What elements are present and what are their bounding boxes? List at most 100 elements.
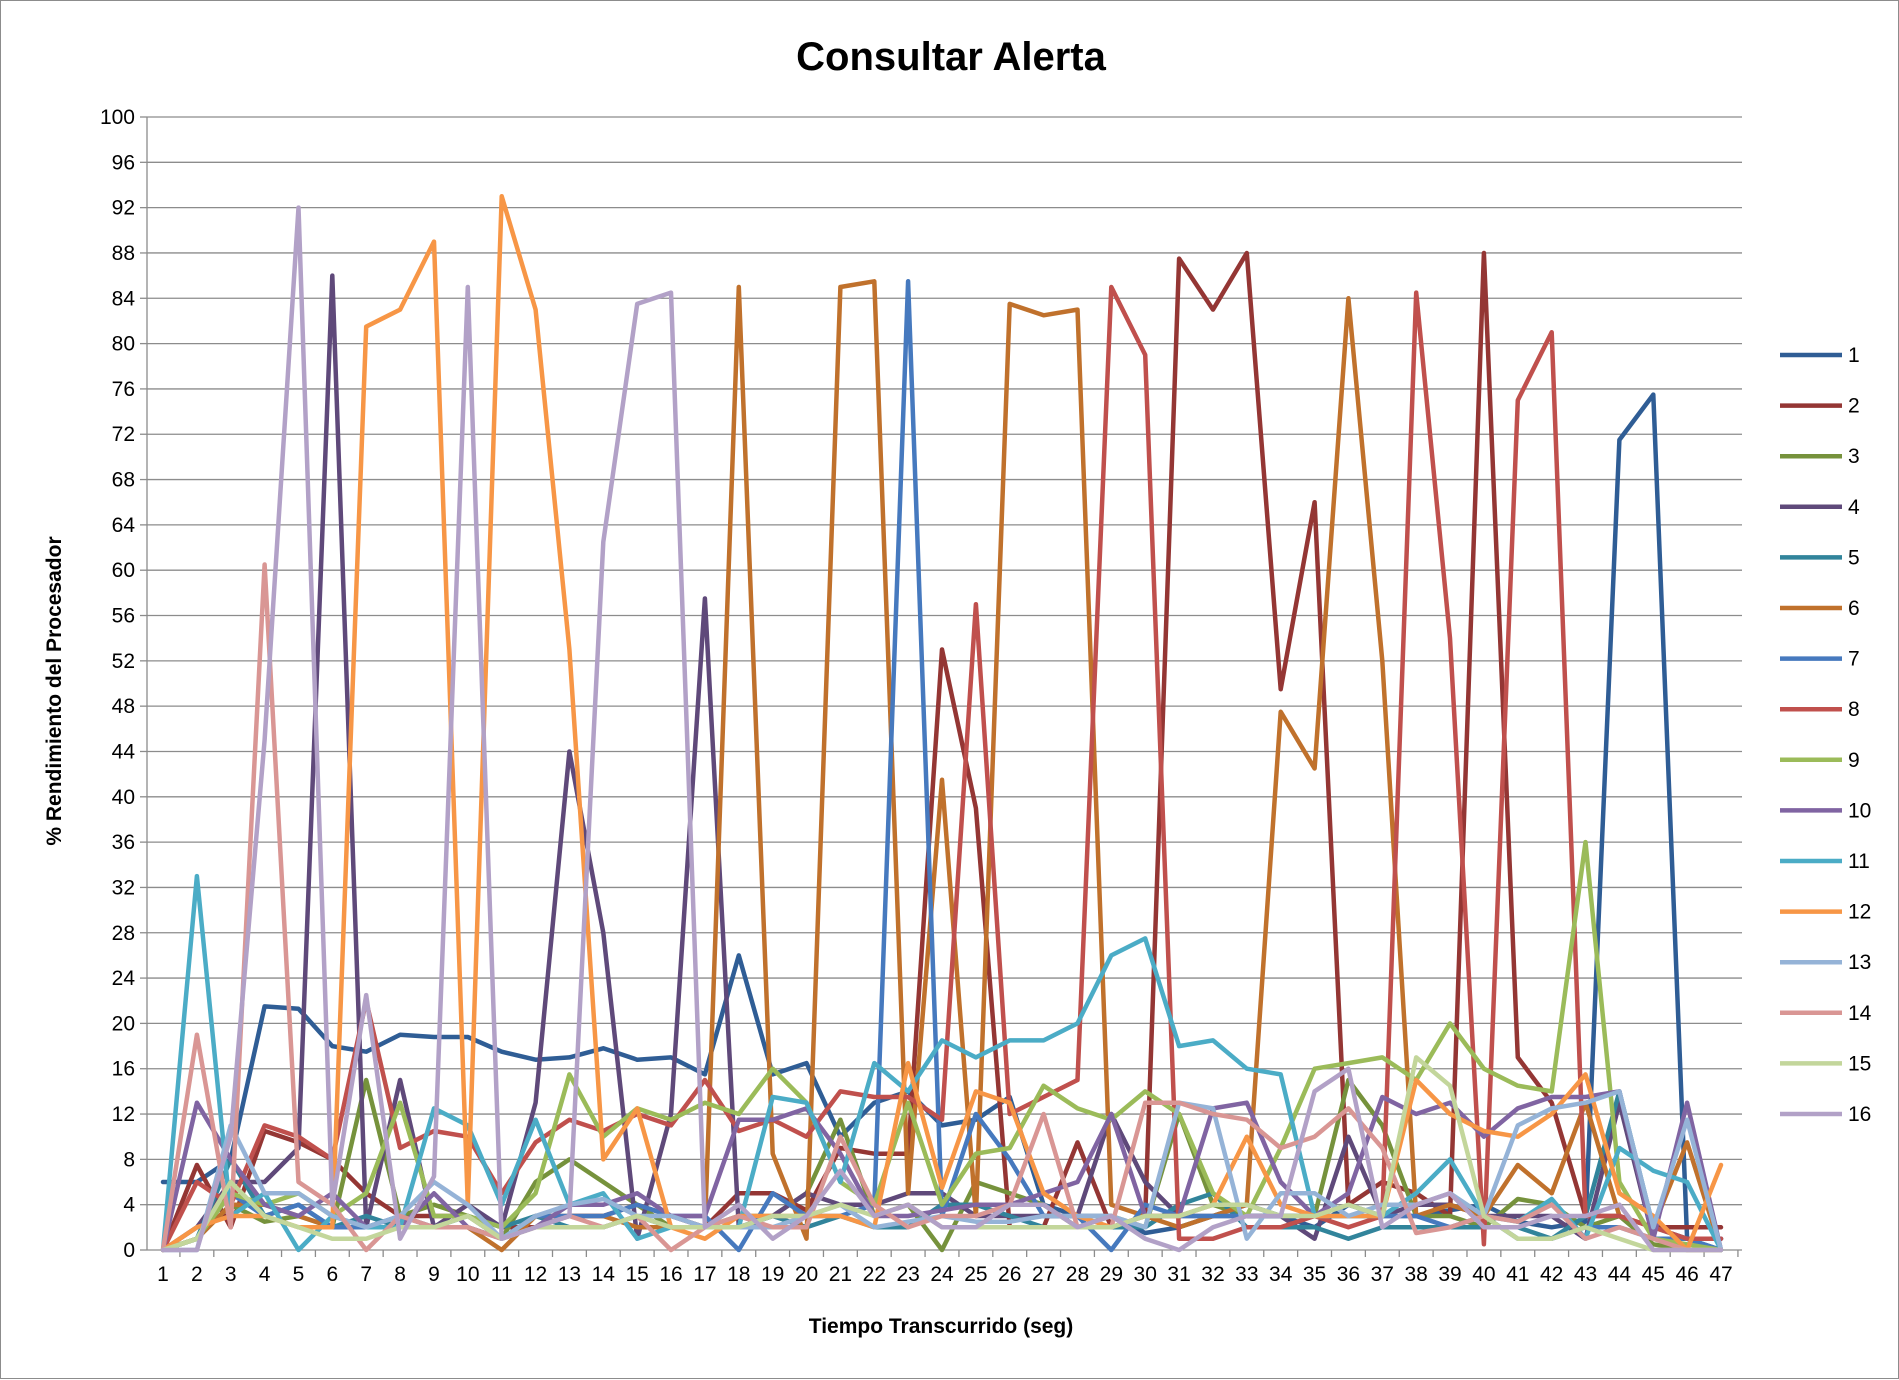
legend-label-6: 6 [1848, 597, 1860, 620]
x-tick-label: 10 [456, 1263, 479, 1286]
x-tick-label: 35 [1303, 1263, 1326, 1286]
series-line-2 [160, 250, 1724, 1253]
x-tick-label: 45 [1642, 1263, 1665, 1286]
series-lines [160, 194, 1724, 1253]
x-tick-label: 32 [1201, 1263, 1224, 1286]
series-line-12 [160, 194, 1724, 1253]
x-tick-label: 36 [1337, 1263, 1360, 1286]
chart-title: Consultar Alerta [796, 35, 1106, 79]
x-tick-label: 13 [558, 1263, 581, 1286]
y-tick-label: 56 [112, 605, 135, 628]
legend-label-12: 12 [1848, 901, 1871, 924]
legend-label-1: 1 [1848, 344, 1860, 367]
series-line-3 [160, 1077, 1724, 1253]
x-tick-label: 4 [259, 1263, 271, 1286]
x-tick-label: 2 [191, 1263, 203, 1286]
legend-label-14: 14 [1848, 1002, 1872, 1025]
y-tick-label: 48 [112, 695, 135, 718]
legend-label-3: 3 [1848, 445, 1860, 468]
series-line-9 [160, 839, 1724, 1253]
series-line-10 [160, 1089, 1724, 1253]
y-tick-label: 100 [100, 106, 135, 129]
x-axis-label: Tiempo Transcurrido (seg) [809, 1315, 1074, 1338]
legend-label-2: 2 [1848, 395, 1860, 418]
y-tick-label: 68 [112, 469, 135, 492]
x-tick-label: 34 [1269, 1263, 1293, 1286]
x-tick-label: 27 [1032, 1263, 1055, 1286]
y-tick-label: 12 [112, 1103, 135, 1126]
x-tick-label: 31 [1167, 1263, 1190, 1286]
x-tick-label: 21 [829, 1263, 852, 1286]
x-tick-label: 5 [293, 1263, 305, 1286]
legend-label-16: 16 [1848, 1103, 1871, 1126]
x-tick-label: 40 [1472, 1263, 1495, 1286]
y-tick-label: 44 [112, 740, 136, 763]
y-tick-label: 76 [112, 378, 135, 401]
x-tick-label: 46 [1675, 1263, 1698, 1286]
x-tick-label: 18 [727, 1263, 750, 1286]
x-tick-label: 39 [1438, 1263, 1461, 1286]
x-tick-label: 29 [1100, 1263, 1123, 1286]
legend-label-13: 13 [1848, 951, 1871, 974]
y-axis-ticks: 0481216202428323640444852566064687276808… [100, 106, 147, 1262]
y-tick-label: 84 [112, 287, 136, 310]
legend-label-10: 10 [1848, 799, 1871, 822]
legend-label-15: 15 [1848, 1052, 1871, 1075]
y-tick-label: 4 [123, 1194, 135, 1217]
y-tick-label: 8 [123, 1148, 135, 1171]
x-tick-label: 44 [1608, 1263, 1632, 1286]
x-tick-label: 19 [761, 1263, 784, 1286]
x-tick-label: 15 [625, 1263, 648, 1286]
legend-label-4: 4 [1848, 496, 1860, 519]
y-tick-label: 92 [112, 197, 135, 220]
x-tick-label: 26 [998, 1263, 1021, 1286]
y-tick-label: 16 [112, 1058, 135, 1081]
y-tick-label: 40 [112, 786, 135, 809]
x-tick-label: 37 [1371, 1263, 1394, 1286]
y-tick-label: 72 [112, 423, 135, 446]
x-tick-label: 25 [964, 1263, 987, 1286]
x-tick-label: 9 [428, 1263, 440, 1286]
x-tick-label: 12 [524, 1263, 547, 1286]
x-tick-label: 24 [930, 1263, 954, 1286]
x-tick-label: 30 [1134, 1263, 1157, 1286]
x-tick-label: 17 [693, 1263, 716, 1286]
y-tick-label: 96 [112, 151, 135, 174]
x-tick-label: 28 [1066, 1263, 1089, 1286]
y-tick-label: 64 [112, 514, 136, 537]
x-tick-label: 47 [1709, 1263, 1732, 1286]
y-tick-label: 60 [112, 559, 135, 582]
series-line-14 [160, 562, 1724, 1253]
legend-label-7: 7 [1848, 648, 1860, 671]
y-tick-label: 0 [123, 1239, 135, 1262]
legend-label-9: 9 [1848, 749, 1860, 772]
y-tick-label: 28 [112, 922, 135, 945]
x-tick-label: 43 [1574, 1263, 1597, 1286]
x-tick-label: 6 [327, 1263, 339, 1286]
x-tick-label: 38 [1404, 1263, 1427, 1286]
x-tick-label: 11 [491, 1263, 513, 1286]
x-tick-label: 33 [1235, 1263, 1258, 1286]
x-tick-label: 3 [225, 1263, 237, 1286]
y-tick-label: 36 [112, 831, 135, 854]
x-tick-label: 41 [1506, 1263, 1529, 1286]
y-axis-label: % Rendimiento del Procesador [43, 536, 66, 845]
x-tick-label: 14 [592, 1263, 616, 1286]
series-line-11 [160, 873, 1724, 1253]
y-tick-label: 80 [112, 333, 135, 356]
x-tick-label: 8 [394, 1263, 406, 1286]
x-tick-label: 1 [157, 1263, 169, 1286]
y-tick-label: 52 [112, 650, 135, 673]
x-tick-label: 23 [896, 1263, 919, 1286]
y-tick-label: 24 [112, 967, 136, 990]
x-tick-label: 16 [659, 1263, 682, 1286]
x-tick-label: 20 [795, 1263, 818, 1286]
x-tick-label: 42 [1540, 1263, 1563, 1286]
series-line-16 [160, 205, 1724, 1253]
y-tick-label: 20 [112, 1012, 135, 1035]
x-tick-label: 22 [863, 1263, 886, 1286]
x-tick-label: 7 [360, 1263, 372, 1286]
